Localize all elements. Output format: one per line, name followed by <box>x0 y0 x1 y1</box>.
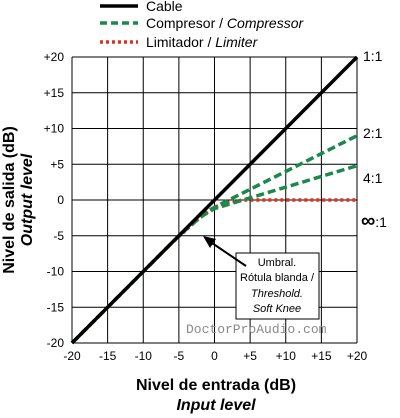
annotation-box <box>235 252 320 320</box>
infinity-symbol: ∞ <box>361 210 375 232</box>
legend-limiter-es: Limitador / <box>146 34 215 50</box>
y-axis-subtitle: Output level <box>19 153 36 246</box>
annotation-line-4: Soft Knee <box>253 303 301 315</box>
legend-cable-label: Cable <box>146 0 183 14</box>
ratio-suffix: :1 <box>375 214 387 230</box>
series-group <box>70 55 359 345</box>
series-cable-line <box>70 55 359 345</box>
legend-compressor-es: Compresor / <box>146 15 227 31</box>
legend: Cable Compresor / Compressor Limitador /… <box>100 0 305 50</box>
y-tick-label: +10 <box>44 122 65 136</box>
x-tick-label: 0 <box>211 349 218 363</box>
x-tick-label: -10 <box>135 349 153 363</box>
annotation-line-3: Threshold. <box>251 288 303 300</box>
y-axis-title: Nivel de salida (dB) <box>1 126 18 274</box>
x-tick-label: +10 <box>276 349 297 363</box>
x-tick-label: +5 <box>243 349 257 363</box>
y-tick-label: +5 <box>50 157 64 171</box>
y-tick-labels: -20 -15 -10 -5 0 +5 +10 +15 +20 <box>44 50 65 350</box>
annotation: Umbral. Rótula blanda / Threshold. Soft … <box>203 236 320 320</box>
legend-limiter-en: Limiter <box>215 34 258 50</box>
x-axis-subtitle: Input level <box>176 397 256 414</box>
x-tick-label: -20 <box>63 349 81 363</box>
watermark: DoctorProAudio.com <box>186 322 327 337</box>
x-tick-label: +20 <box>347 349 368 363</box>
grid <box>71 56 358 344</box>
x-tick-label: +15 <box>311 349 332 363</box>
legend-compressor-label: Compresor / Compressor <box>146 15 305 31</box>
y-tick-label: +15 <box>44 86 65 100</box>
annotation-arrowhead <box>203 236 216 248</box>
ratio-label-2-1: 2:1 <box>363 125 383 141</box>
annotation-line-2: Rótula blanda / <box>240 272 315 284</box>
annotation-arrow <box>211 242 247 267</box>
annotation-line-1: Umbral. <box>258 257 297 269</box>
ratio-label-inf-1: ∞:1 <box>361 210 387 232</box>
x-tick-label: -15 <box>99 349 117 363</box>
y-tick-label: -10 <box>47 265 65 279</box>
ratio-label-4-1: 4:1 <box>363 170 383 186</box>
y-tick-label: -5 <box>53 229 64 243</box>
y-tick-label: +20 <box>44 50 65 64</box>
ratio-label-1-1: 1:1 <box>363 48 383 64</box>
y-tick-label: -15 <box>47 300 65 314</box>
legend-compressor-en: Compressor <box>227 15 305 31</box>
x-tick-label: -5 <box>174 349 185 363</box>
legend-limiter-label: Limitador / Limiter <box>146 34 259 50</box>
y-tick-label: 0 <box>57 193 64 207</box>
x-tick-labels: -20 -15 -10 -5 0 +5 +10 +15 +20 <box>63 349 367 363</box>
x-axis-title: Nivel de entrada (dB) <box>136 377 296 394</box>
y-tick-label: -20 <box>47 336 65 350</box>
